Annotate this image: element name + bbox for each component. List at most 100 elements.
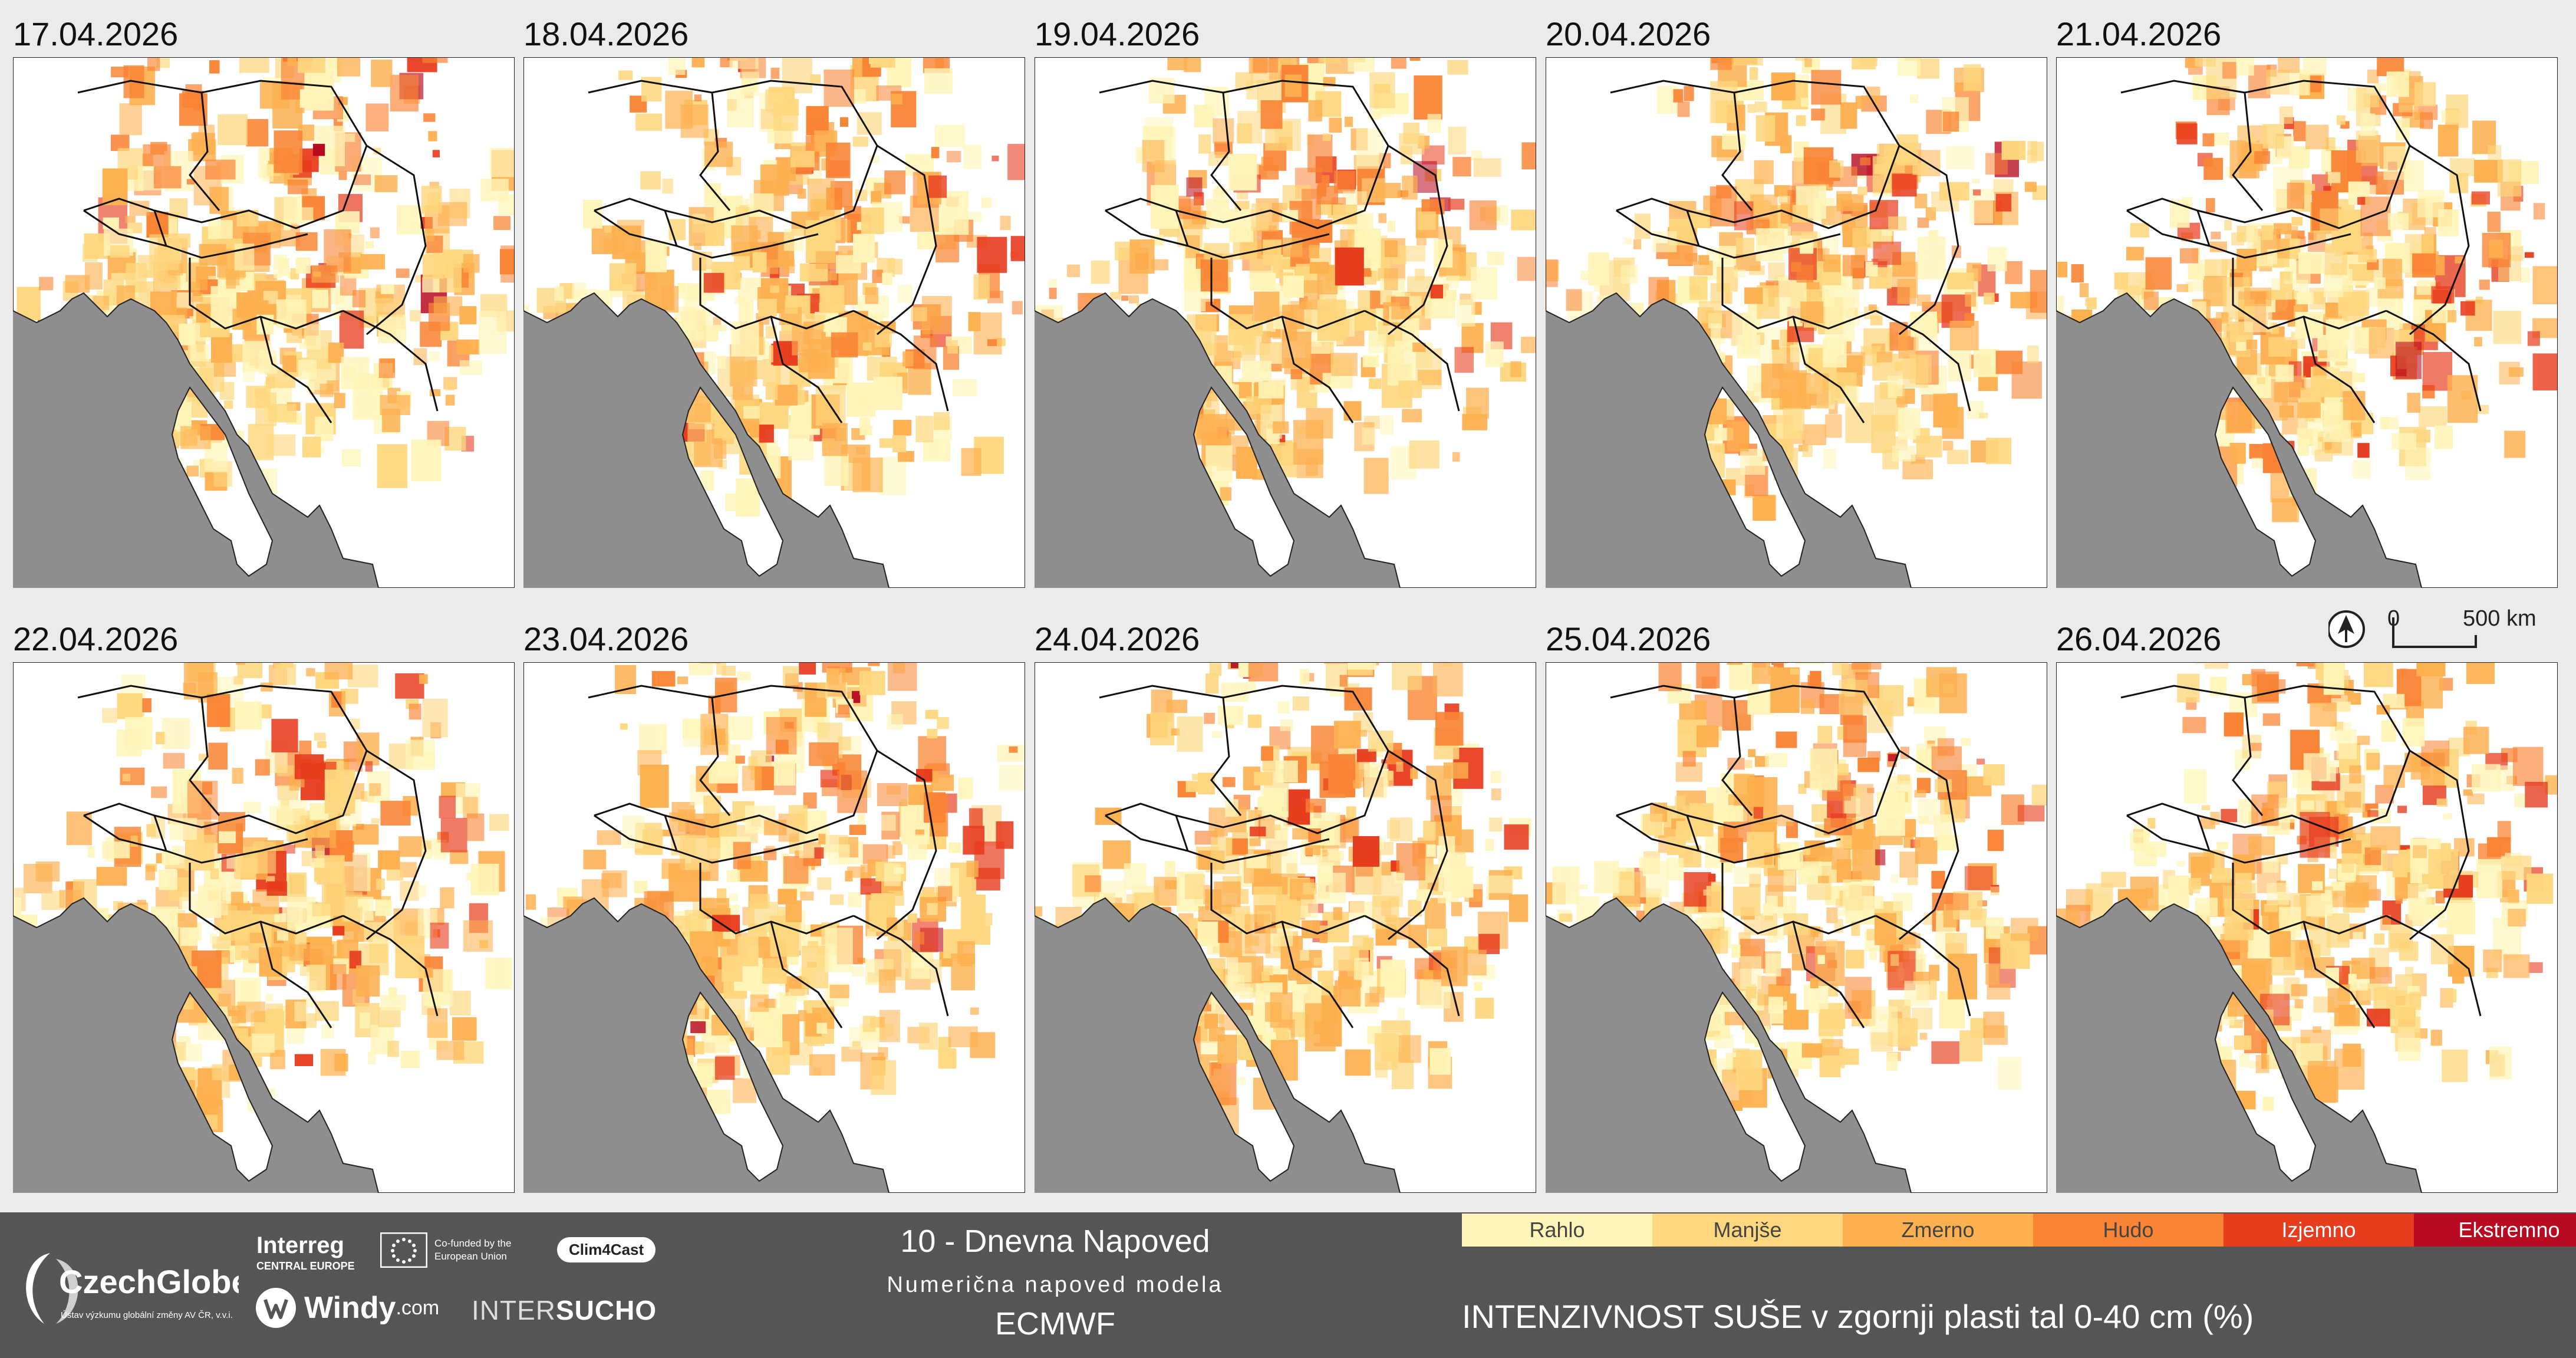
forecast-subtitle: Numerična napoved modela [887,1272,1224,1297]
clim4cast-logo: Clim4Cast [557,1237,656,1262]
country-border [1210,863,1365,935]
windy-icon [256,1288,296,1328]
country-border [1899,144,1959,336]
interreg-subtitle: CENTRAL EUROPE [256,1260,355,1272]
country-border [2302,316,2376,423]
country-border [2126,209,2210,247]
scale-end-label: 500 km [2463,606,2537,631]
coastline [1546,57,2047,588]
country-border [1721,697,1753,816]
country-border [853,915,949,1017]
panel-date: 20.04.2026 [1546,15,1711,52]
map-panel: 19.04.2026 [1035,15,1536,588]
map-panel: 25.04.2026 [1546,620,2047,1193]
country-border [699,92,731,211]
country-border [2409,749,2470,941]
drought-map [13,57,515,588]
map-panel: 24.04.2026 [1035,620,1536,1193]
forecast-title: 10 - Dnevna Napoved [900,1224,1210,1259]
country-border [1388,749,1448,941]
panel-date: 26.04.2026 [2056,620,2222,657]
legend-class: Hudo [2033,1214,2223,1247]
country-border [2196,210,2351,259]
panel-date: 18.04.2026 [523,15,689,52]
coastline [13,662,515,1193]
scale-start-label: 0 [2387,606,2400,631]
country-border [1721,258,1876,330]
map-panel: 22.04.2026 [13,620,515,1193]
coastline [1546,662,2047,1193]
country-border [1721,92,1753,211]
clim4cast-wordmark: Clim4Cast [569,1241,644,1258]
country-border [1210,92,1242,211]
country-border [1792,921,1865,1028]
eu-flag-icon [380,1232,427,1268]
intersucho-logo: INTERSUCHO [472,1294,657,1326]
country-border [1616,814,1699,852]
legend-class: Rahlo [1462,1214,1652,1247]
country-border [770,921,843,1028]
coastline [523,662,1025,1193]
country-border [664,210,819,259]
legend-class: Ekstremno [2414,1214,2576,1247]
country-border [770,316,843,423]
country-border [1388,144,1448,336]
drought-map [2056,662,2558,1193]
drought-map [1035,57,1536,588]
country-border [189,863,344,935]
country-border [1875,310,1971,412]
country-border [2409,144,2470,336]
panel-date: 21.04.2026 [2056,15,2222,52]
country-border [2232,697,2264,816]
country-border [594,814,677,852]
country-border [2196,815,2351,864]
country-border [366,144,427,336]
drought-map [523,662,1025,1193]
coastline [2056,662,2558,1193]
country-border [2232,863,2387,935]
coastline [1035,57,1536,588]
panel-date: 24.04.2026 [1035,620,1200,657]
country-border [366,749,427,941]
country-border [2126,814,2210,852]
country-border [83,814,167,852]
map-panel: 21.04.2026 [2056,15,2558,588]
legend-class: Izjemno [2223,1214,2414,1247]
country-border [1281,316,1354,423]
country-border [189,258,344,330]
legend-class: Zmerno [1843,1214,2033,1247]
country-border [1210,697,1242,816]
country-border [1105,209,1188,247]
interreg-wordmark: Interreg [256,1232,344,1258]
windy-wordmark: Windy [304,1291,396,1325]
country-border [877,749,937,941]
drought-map [523,57,1025,588]
country-border [2386,310,2482,412]
czechglobe-subtitle: Ústav výzkumu globální změny AV ČR, v.v.… [61,1310,233,1320]
country-border [1175,815,1330,864]
country-border [699,258,854,330]
interreg-logo: Interreg CENTRAL EUROPE [256,1232,355,1272]
country-border [259,316,332,423]
map-panel: 17.04.2026 [13,15,515,588]
country-border [1792,316,1865,423]
country-border [2232,258,2387,330]
panel-date: 22.04.2026 [13,620,179,657]
panel-date: 17.04.2026 [13,15,179,52]
country-border [189,92,220,211]
country-border [1105,814,1188,852]
map-panel: 20.04.2026 [1546,15,2047,588]
country-border [699,863,854,935]
country-border [1721,863,1876,935]
intersucho-inter: INTER [472,1295,556,1326]
coastline [13,57,515,588]
drought-map [13,662,515,1193]
country-border [594,209,677,247]
country-border [877,144,937,336]
czechglobe-wordmark: CzechGlobe [59,1263,239,1300]
country-border [153,815,308,864]
country-border [1281,921,1354,1028]
country-border [2302,921,2376,1028]
country-border [1210,258,1365,330]
czechglobe-logo: CzechGlobe Ústav výzkumu globální změny … [26,1253,239,1324]
